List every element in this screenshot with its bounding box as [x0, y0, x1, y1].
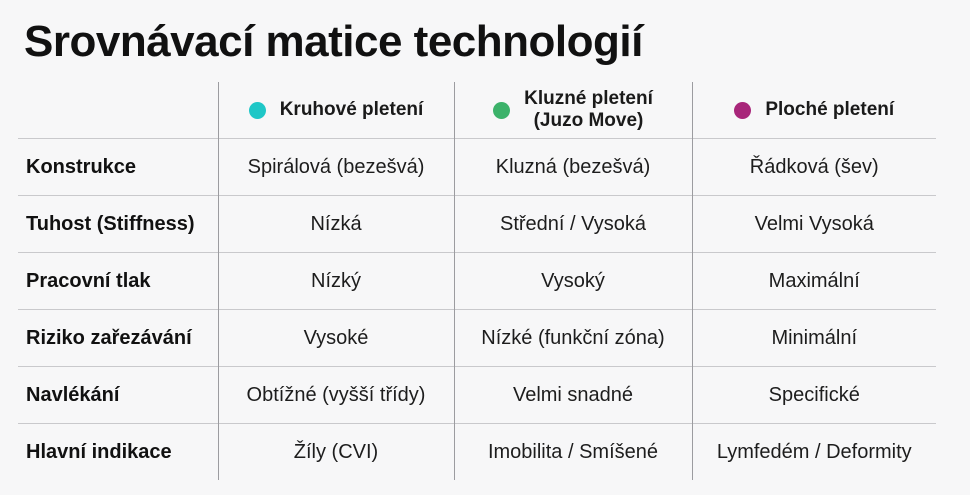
column-header-flat-knit: Ploché pletení	[691, 82, 936, 139]
green-dot-icon	[493, 101, 511, 119]
table-cell: Střední / Vysoká	[453, 195, 692, 253]
table-cell: Lymfedém / Deformity	[691, 423, 936, 480]
row-header: Tuhost (Stiffness)	[26, 212, 195, 235]
table-cell: Imobilita / Smíšené	[453, 423, 692, 480]
column-header-label: Kluzné pletení	[524, 88, 653, 109]
table-row: Hlavní indikace Žíly (CVI) Imobilita / S…	[18, 423, 936, 480]
table-cell: Velmi snadné	[453, 366, 692, 424]
table-row: Navlékání Obtížné (vyšší třídy) Velmi sn…	[18, 366, 936, 424]
comparison-matrix: Kruhové pletení Kluzné pletení (Juzo Mov…	[18, 82, 936, 480]
table-cell: Nízký	[217, 252, 454, 310]
table-cell: Maximální	[691, 252, 936, 310]
page-title: Srovnávací matice technologií	[24, 17, 643, 66]
column-header-label: Kruhové pletení	[279, 99, 424, 120]
table-row: Pracovní tlak Nízký Vysoký Maximální	[18, 252, 936, 310]
column-header-circular-knit: Kruhové pletení	[217, 82, 454, 139]
table-cell: Minimální	[691, 309, 936, 367]
header-row: Kruhové pletení Kluzné pletení (Juzo Mov…	[18, 82, 936, 139]
column-header-sublabel: (Juzo Move)	[533, 110, 644, 131]
row-header: Riziko zařezávání	[26, 326, 192, 349]
table-cell: Obtížné (vyšší třídy)	[217, 366, 454, 424]
row-header: Navlékání	[26, 383, 120, 406]
table-cell: Kluzná (bezešvá)	[453, 138, 692, 196]
table-cell: Specifické	[691, 366, 936, 424]
table-row: Riziko zařezávání Vysoké Nízké (funkční …	[18, 309, 936, 367]
row-header: Hlavní indikace	[26, 440, 172, 463]
table-cell: Nízká	[217, 195, 454, 253]
table-cell: Vysoké	[217, 309, 454, 367]
teal-dot-icon	[248, 101, 266, 119]
table-cell: Vysoký	[453, 252, 692, 310]
corner-cell	[18, 82, 218, 139]
table-cell: Nízké (funkční zóna)	[453, 309, 692, 367]
table-cell: Spirálová (bezešvá)	[217, 138, 454, 196]
row-header: Pracovní tlak	[26, 269, 151, 292]
table-cell: Žíly (CVI)	[217, 423, 454, 480]
table-cell: Velmi Vysoká	[691, 195, 936, 253]
table-row: Konstrukce Spirálová (bezešvá) Kluzná (b…	[18, 138, 936, 196]
table-row: Tuhost (Stiffness) Nízká Střední / Vysok…	[18, 195, 936, 253]
table-cell: Řádková (šev)	[691, 138, 936, 196]
purple-dot-icon	[734, 101, 752, 119]
row-header: Konstrukce	[26, 155, 137, 178]
column-header-label: Ploché pletení	[765, 99, 895, 120]
column-header-sliding-knit: Kluzné pletení (Juzo Move)	[453, 82, 692, 139]
